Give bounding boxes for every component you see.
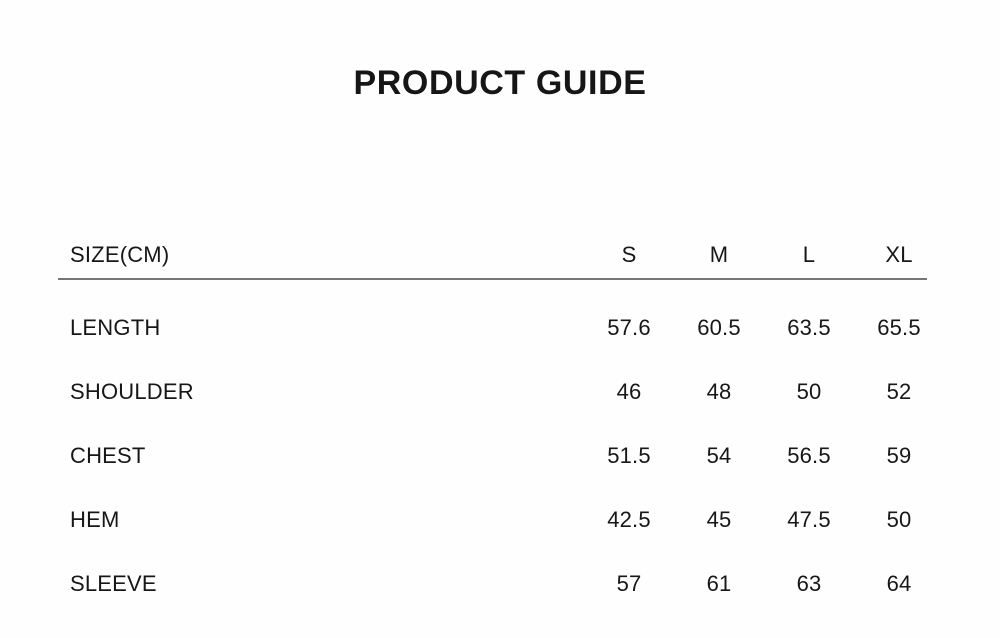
size-value: 57.6 xyxy=(607,315,651,340)
size-value: 47.5 xyxy=(787,507,831,532)
size-chart-table: SIZE(CM) S M L XL LENGTH 57.6 60.5 63.5 … xyxy=(58,232,944,616)
row-label: SLEEVE xyxy=(70,571,157,596)
size-value: 45 xyxy=(706,507,732,532)
table-row-chest: CHEST 51.5 54 56.5 59 xyxy=(58,424,944,488)
size-value: 65.5 xyxy=(877,315,921,340)
size-value: 50 xyxy=(886,507,912,532)
row-label: HEM xyxy=(70,507,120,532)
size-value: 56.5 xyxy=(787,443,831,468)
unit-label: SIZE(CM) xyxy=(70,242,170,267)
size-value: 51.5 xyxy=(607,443,651,468)
table-row-length: LENGTH 57.6 60.5 63.5 65.5 xyxy=(58,296,944,360)
header-divider xyxy=(58,278,927,280)
table-row-hem: HEM 42.5 45 47.5 50 xyxy=(58,488,944,552)
size-value: 57 xyxy=(616,571,642,596)
size-value: 64 xyxy=(886,571,912,596)
table-header-row: SIZE(CM) S M L XL xyxy=(58,232,944,278)
table-row-shoulder: SHOULDER 46 48 50 52 xyxy=(58,360,944,424)
size-column-header-s: S xyxy=(621,242,637,267)
size-column-header-l: L xyxy=(802,242,816,267)
size-column-header-xl: XL xyxy=(885,242,913,267)
table-row-sleeve: SLEEVE 57 61 63 64 xyxy=(58,552,944,616)
size-value: 59 xyxy=(886,443,912,468)
size-value: 50 xyxy=(796,379,822,404)
size-value: 46 xyxy=(616,379,642,404)
row-label: LENGTH xyxy=(70,315,161,340)
size-column-header-m: M xyxy=(709,242,729,267)
size-value: 61 xyxy=(706,571,732,596)
size-value: 54 xyxy=(706,443,732,468)
size-value: 42.5 xyxy=(607,507,651,532)
size-value: 63.5 xyxy=(787,315,831,340)
row-label: SHOULDER xyxy=(70,379,194,404)
size-value: 48 xyxy=(706,379,732,404)
size-value: 63 xyxy=(796,571,822,596)
page-title: PRODUCT GUIDE xyxy=(353,64,647,102)
size-value: 60.5 xyxy=(697,315,741,340)
row-label: CHEST xyxy=(70,443,146,468)
size-value: 52 xyxy=(886,379,912,404)
